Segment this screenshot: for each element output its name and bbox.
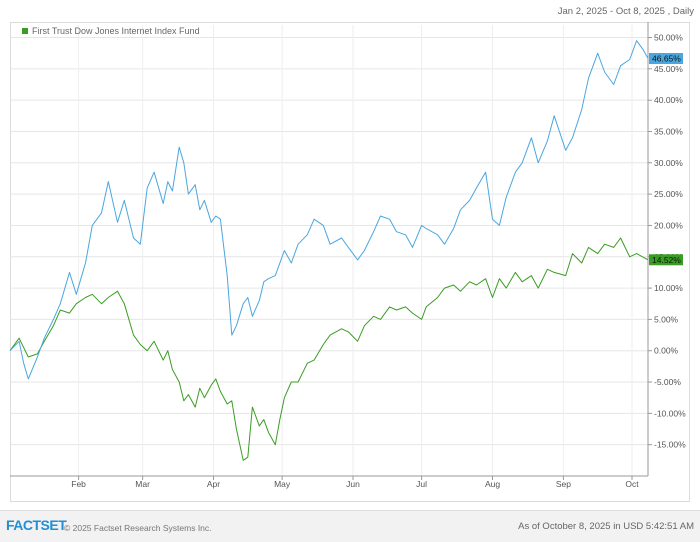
copyright-text: © 2025 Factset Research Systems Inc. (64, 523, 212, 533)
last-value-badge (649, 254, 683, 266)
x-tick-label: Feb (71, 479, 86, 489)
x-tick-label: Apr (207, 479, 220, 489)
y-tick-label: 25.00% (654, 189, 683, 199)
x-tick-label: Mar (135, 479, 150, 489)
series-line (9, 237, 649, 461)
last-value-badge (649, 53, 683, 65)
chart-frame (10, 22, 690, 502)
y-tick-label: -5.00% (654, 377, 681, 387)
legend-swatch (22, 28, 28, 34)
date-range-label: Jan 2, 2025 - Oct 8, 2025 , Daily (557, 6, 694, 17)
series-line (9, 40, 649, 380)
x-tick-label: Oct (625, 479, 639, 489)
y-tick-label: 45.00% (654, 64, 683, 74)
y-tick-label: -15.00% (654, 440, 686, 450)
x-tick-label: Jun (346, 479, 360, 489)
legend-label: First Trust Dow Jones Internet Index Fun… (32, 26, 200, 36)
y-tick-label: 35.00% (654, 126, 683, 136)
as-of-timestamp: As of October 8, 2025 in USD 5:42:51 AM (518, 521, 694, 532)
last-value-badges: 14.52% 46.65% (649, 53, 683, 266)
line-chart: Feb Mar Apr May Jun Jul Aug Sep Oct -15.00% -10.0… (9, 22, 686, 489)
y-tick-label: 20.00% (654, 220, 683, 230)
legend: First Trust Dow Jones Internet Index Fun… (22, 26, 200, 36)
y-tick-label: 50.00% (654, 33, 683, 43)
y-tick-label: 0.00% (654, 346, 679, 356)
y-tick-label: 40.00% (654, 95, 683, 105)
y-tick-label: 5.00% (654, 314, 679, 324)
gridlines (10, 25, 648, 476)
footer: FACTSET © 2025 Factset Research Systems … (0, 510, 700, 542)
y-tick-label: 10.00% (654, 283, 683, 293)
y-tick-label: 30.00% (654, 158, 683, 168)
x-tick-label: Aug (485, 479, 500, 489)
last-value-label: 14.52% (652, 255, 681, 265)
x-tick-label: Sep (556, 479, 571, 489)
x-axis: Feb Mar Apr May Jun Jul Aug Sep Oct (10, 475, 648, 489)
y-axis: -15.00%-10.00%-5.00%0.00%5.00%10.00%15.0… (647, 22, 686, 476)
y-tick-label: -10.00% (654, 408, 686, 418)
x-tick-label: May (274, 479, 291, 489)
x-tick-label: Jul (416, 479, 427, 489)
factset-logo[interactable]: FACTSET (6, 517, 67, 533)
last-value-label: 46.65% (652, 54, 681, 64)
series-lines (9, 40, 649, 461)
